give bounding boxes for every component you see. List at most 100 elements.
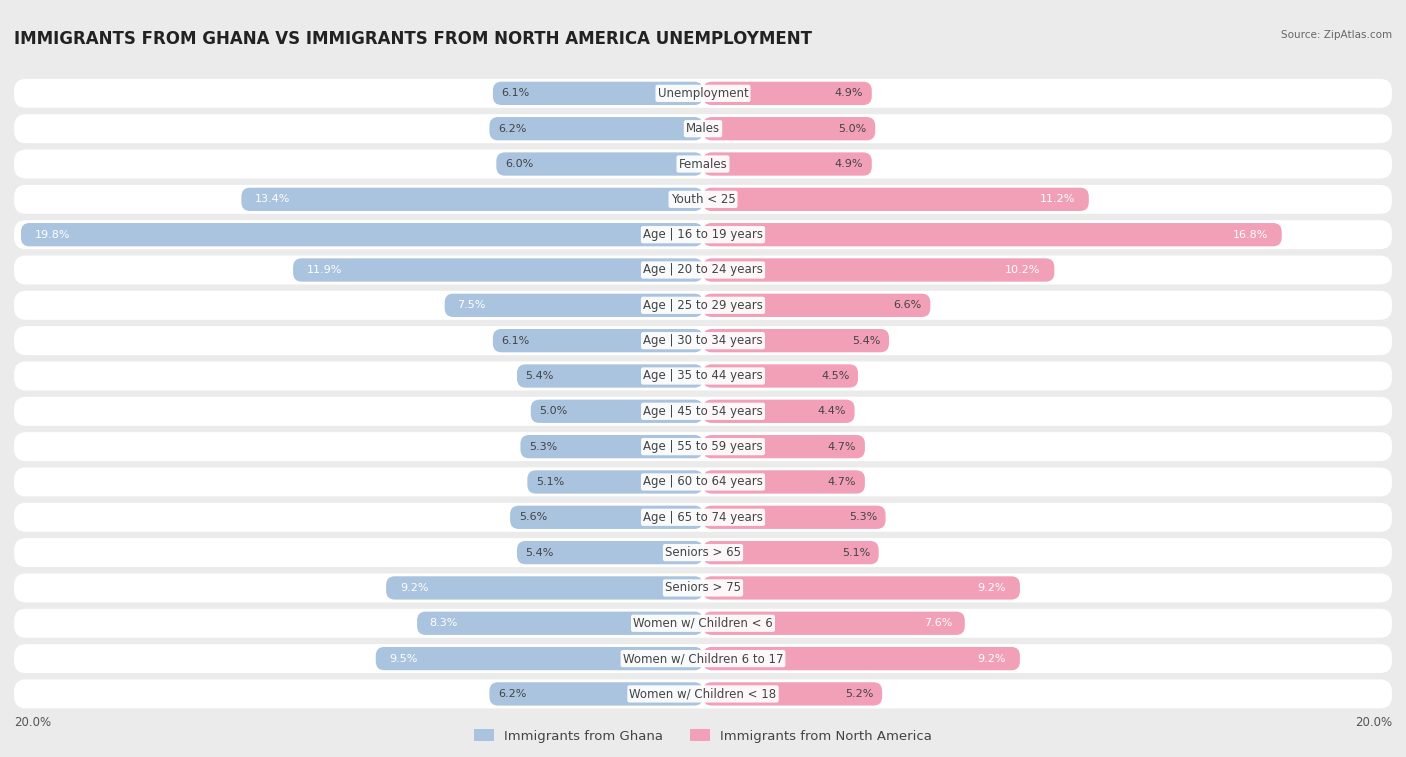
FancyBboxPatch shape	[703, 435, 865, 458]
FancyBboxPatch shape	[489, 117, 703, 140]
FancyBboxPatch shape	[494, 82, 703, 105]
Text: Age | 45 to 54 years: Age | 45 to 54 years	[643, 405, 763, 418]
FancyBboxPatch shape	[517, 541, 703, 564]
FancyBboxPatch shape	[703, 329, 889, 352]
FancyBboxPatch shape	[292, 258, 703, 282]
FancyBboxPatch shape	[703, 400, 855, 423]
FancyBboxPatch shape	[531, 400, 703, 423]
Text: 5.3%: 5.3%	[849, 512, 877, 522]
Text: Seniors > 65: Seniors > 65	[665, 546, 741, 559]
Text: Males: Males	[686, 122, 720, 136]
Text: 6.2%: 6.2%	[498, 689, 526, 699]
Text: 13.4%: 13.4%	[256, 195, 291, 204]
Text: 9.2%: 9.2%	[977, 653, 1007, 664]
Text: Females: Females	[679, 157, 727, 170]
Text: 9.2%: 9.2%	[399, 583, 429, 593]
Text: 11.9%: 11.9%	[307, 265, 342, 275]
FancyBboxPatch shape	[14, 362, 1392, 391]
FancyBboxPatch shape	[703, 294, 931, 317]
Text: 5.4%: 5.4%	[526, 371, 554, 381]
Text: Source: ZipAtlas.com: Source: ZipAtlas.com	[1281, 30, 1392, 40]
Text: 5.3%: 5.3%	[529, 441, 557, 452]
FancyBboxPatch shape	[517, 364, 703, 388]
Text: 9.2%: 9.2%	[977, 583, 1007, 593]
FancyBboxPatch shape	[14, 79, 1392, 107]
FancyBboxPatch shape	[703, 647, 1019, 670]
Text: 5.0%: 5.0%	[540, 407, 568, 416]
FancyBboxPatch shape	[703, 506, 886, 529]
FancyBboxPatch shape	[703, 258, 1054, 282]
Text: 10.2%: 10.2%	[1005, 265, 1040, 275]
FancyBboxPatch shape	[703, 152, 872, 176]
Text: 5.1%: 5.1%	[536, 477, 564, 487]
FancyBboxPatch shape	[496, 152, 703, 176]
Text: 20.0%: 20.0%	[14, 716, 51, 730]
Text: Age | 20 to 24 years: Age | 20 to 24 years	[643, 263, 763, 276]
FancyBboxPatch shape	[14, 538, 1392, 567]
Text: 4.4%: 4.4%	[817, 407, 846, 416]
FancyBboxPatch shape	[14, 468, 1392, 497]
FancyBboxPatch shape	[14, 574, 1392, 603]
Text: 5.4%: 5.4%	[526, 547, 554, 558]
FancyBboxPatch shape	[703, 682, 882, 706]
FancyBboxPatch shape	[14, 291, 1392, 319]
Text: Youth < 25: Youth < 25	[671, 193, 735, 206]
FancyBboxPatch shape	[703, 117, 875, 140]
Text: 19.8%: 19.8%	[35, 229, 70, 240]
Text: 8.3%: 8.3%	[429, 618, 457, 628]
Text: 5.4%: 5.4%	[852, 335, 880, 346]
FancyBboxPatch shape	[14, 150, 1392, 179]
FancyBboxPatch shape	[510, 506, 703, 529]
Text: Age | 60 to 64 years: Age | 60 to 64 years	[643, 475, 763, 488]
Text: 9.5%: 9.5%	[389, 653, 418, 664]
Text: Age | 16 to 19 years: Age | 16 to 19 years	[643, 228, 763, 241]
Text: 5.0%: 5.0%	[838, 123, 866, 134]
FancyBboxPatch shape	[14, 397, 1392, 425]
Text: 16.8%: 16.8%	[1233, 229, 1268, 240]
FancyBboxPatch shape	[14, 185, 1392, 213]
Text: Age | 65 to 74 years: Age | 65 to 74 years	[643, 511, 763, 524]
FancyBboxPatch shape	[14, 432, 1392, 461]
FancyBboxPatch shape	[703, 364, 858, 388]
Text: Unemployment: Unemployment	[658, 87, 748, 100]
FancyBboxPatch shape	[527, 470, 703, 494]
FancyBboxPatch shape	[242, 188, 703, 211]
FancyBboxPatch shape	[703, 82, 872, 105]
Text: 20.0%: 20.0%	[1355, 716, 1392, 730]
Text: IMMIGRANTS FROM GHANA VS IMMIGRANTS FROM NORTH AMERICA UNEMPLOYMENT: IMMIGRANTS FROM GHANA VS IMMIGRANTS FROM…	[14, 30, 813, 48]
Legend: Immigrants from Ghana, Immigrants from North America: Immigrants from Ghana, Immigrants from N…	[474, 730, 932, 743]
Text: 6.0%: 6.0%	[505, 159, 533, 169]
FancyBboxPatch shape	[418, 612, 703, 635]
FancyBboxPatch shape	[14, 609, 1392, 637]
FancyBboxPatch shape	[494, 329, 703, 352]
Text: Age | 35 to 44 years: Age | 35 to 44 years	[643, 369, 763, 382]
FancyBboxPatch shape	[703, 188, 1088, 211]
FancyBboxPatch shape	[21, 223, 703, 246]
FancyBboxPatch shape	[520, 435, 703, 458]
Text: 6.1%: 6.1%	[502, 335, 530, 346]
FancyBboxPatch shape	[703, 576, 1019, 600]
Text: 4.9%: 4.9%	[835, 159, 863, 169]
Text: 4.9%: 4.9%	[835, 89, 863, 98]
Text: 5.6%: 5.6%	[519, 512, 547, 522]
Text: Seniors > 75: Seniors > 75	[665, 581, 741, 594]
Text: 11.2%: 11.2%	[1039, 195, 1076, 204]
FancyBboxPatch shape	[444, 294, 703, 317]
Text: 4.7%: 4.7%	[828, 441, 856, 452]
FancyBboxPatch shape	[703, 541, 879, 564]
FancyBboxPatch shape	[14, 644, 1392, 673]
Text: Women w/ Children < 6: Women w/ Children < 6	[633, 617, 773, 630]
FancyBboxPatch shape	[14, 326, 1392, 355]
FancyBboxPatch shape	[703, 470, 865, 494]
FancyBboxPatch shape	[14, 680, 1392, 709]
FancyBboxPatch shape	[14, 503, 1392, 531]
Text: Women w/ Children 6 to 17: Women w/ Children 6 to 17	[623, 652, 783, 665]
Text: 5.2%: 5.2%	[845, 689, 873, 699]
FancyBboxPatch shape	[703, 612, 965, 635]
Text: 7.5%: 7.5%	[457, 301, 485, 310]
Text: 4.5%: 4.5%	[821, 371, 849, 381]
Text: 4.7%: 4.7%	[828, 477, 856, 487]
Text: Age | 25 to 29 years: Age | 25 to 29 years	[643, 299, 763, 312]
FancyBboxPatch shape	[14, 220, 1392, 249]
Text: Women w/ Children < 18: Women w/ Children < 18	[630, 687, 776, 700]
